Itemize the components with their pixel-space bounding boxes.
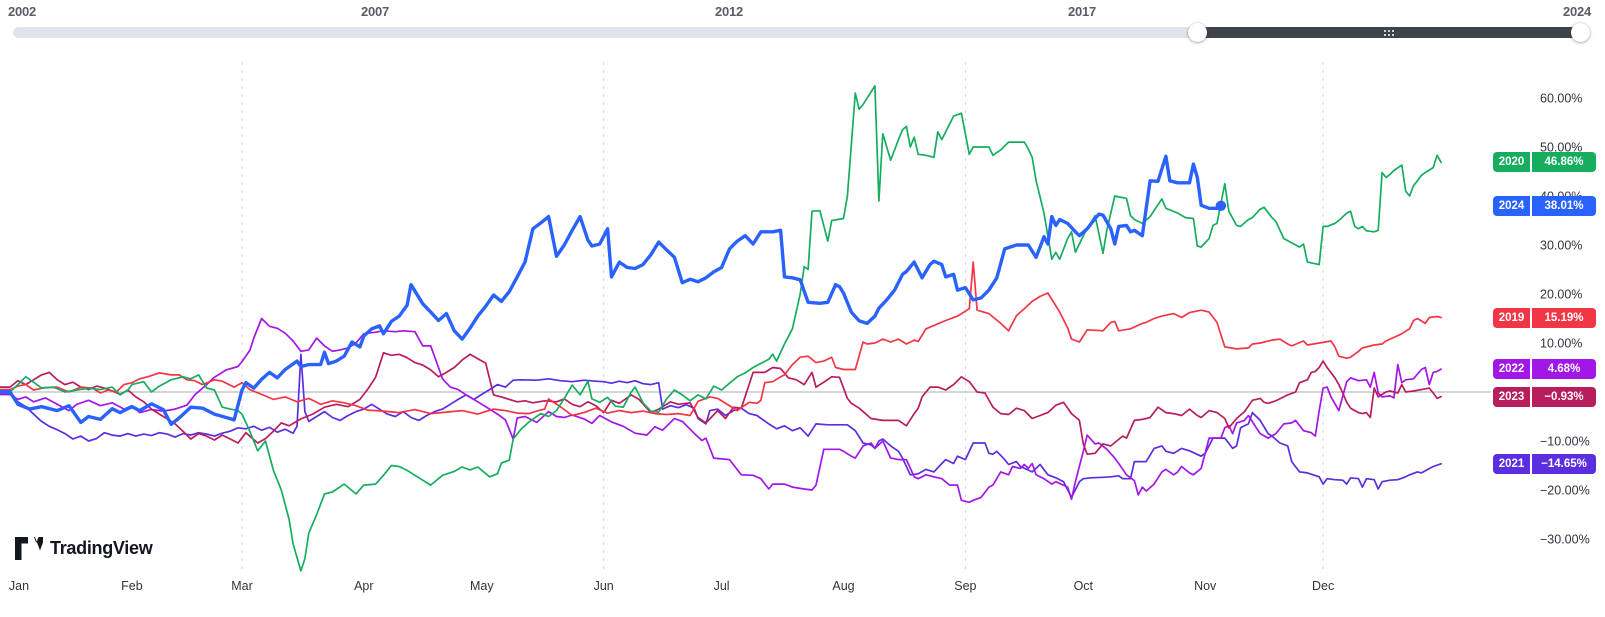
- x-axis-label-nov: Nov: [1194, 579, 1217, 593]
- x-axis-label-jul: Jul: [714, 579, 730, 593]
- series-line-2024[interactable]: [0, 154, 1223, 426]
- x-axis-label-jan: Jan: [9, 579, 29, 593]
- x-axis-label-apr: Apr: [354, 579, 373, 593]
- timeline-track[interactable]: [13, 23, 1590, 42]
- x-axis-label-jun: Jun: [594, 579, 614, 593]
- y-axis-label--10: −10.00%: [1540, 435, 1590, 449]
- y-axis-label--30: −30.00%: [1540, 533, 1590, 547]
- series-line-2022[interactable]: [0, 317, 1442, 504]
- badge-year-2020: 2020: [1493, 152, 1530, 172]
- badge-year-2024: 2024: [1493, 196, 1530, 216]
- timeline-year-2017: 2017: [1067, 4, 1097, 19]
- badge-2022[interactable]: 2022 4.68%: [1493, 359, 1596, 379]
- timeline-year-2007: 2007: [360, 4, 390, 19]
- timeline-year-2024: 2024: [1562, 4, 1592, 19]
- timeline-handle-right[interactable]: [1571, 23, 1590, 42]
- y-axis-label-20: 20.00%: [1540, 288, 1582, 302]
- badge-2020[interactable]: 2020 46.86%: [1493, 152, 1596, 172]
- y-axis-label-60: 60.00%: [1540, 92, 1582, 106]
- x-axis-label-mar: Mar: [231, 579, 253, 593]
- date-range-timeline: 2002 2007 2012 2017 2024: [0, 0, 1605, 48]
- timeline-year-2002: 2002: [7, 4, 37, 19]
- y-axis-label-10: 10.00%: [1540, 337, 1582, 351]
- badge-value-2022: 4.68%: [1530, 359, 1596, 379]
- tradingview-logo-icon: [15, 537, 43, 560]
- badge-year-2019: 2019: [1493, 308, 1530, 328]
- badge-year-2022: 2022: [1493, 359, 1530, 379]
- badge-value-2021: −14.65%: [1530, 454, 1596, 474]
- timeline-grip-icon[interactable]: [1384, 29, 1394, 36]
- y-axis-label-30: 30.00%: [1540, 239, 1582, 253]
- series-line-2020[interactable]: [0, 84, 1442, 572]
- x-axis-label-aug: Aug: [832, 579, 854, 593]
- badge-2023[interactable]: 2023 −0.93%: [1493, 387, 1596, 407]
- badge-value-2024: 38.01%: [1530, 196, 1596, 216]
- x-axis-label-feb: Feb: [121, 579, 143, 593]
- x-axis-label-oct: Oct: [1074, 579, 1094, 593]
- badge-2021[interactable]: 2021 −14.65%: [1493, 454, 1596, 474]
- x-axis-label-may: May: [470, 579, 494, 593]
- timeline-year-2012: 2012: [714, 4, 744, 19]
- y-axis-label--20: −20.00%: [1540, 484, 1590, 498]
- badge-2019[interactable]: 2019 15.19%: [1493, 308, 1596, 328]
- x-axis-label-dec: Dec: [1312, 579, 1334, 593]
- tradingview-wordmark: TradingView: [50, 538, 153, 558]
- timeline-handle-left[interactable]: [1188, 23, 1207, 42]
- timeline-selected-range[interactable]: [1197, 27, 1581, 38]
- badge-value-2023: −0.93%: [1530, 387, 1596, 407]
- badge-value-2020: 46.86%: [1530, 152, 1596, 172]
- y-axis-label-50: 50.00%: [1540, 141, 1582, 155]
- tradingview-logo[interactable]: TradingView: [14, 536, 153, 561]
- x-axis-label-sep: Sep: [954, 579, 976, 593]
- badge-year-2021: 2021: [1493, 454, 1530, 474]
- series-end-dot-2024: [1215, 200, 1227, 211]
- series-line-2021[interactable]: [0, 353, 1442, 499]
- badge-year-2023: 2023: [1493, 387, 1530, 407]
- badge-value-2019: 15.19%: [1530, 308, 1596, 328]
- badge-2024[interactable]: 2024 38.01%: [1493, 196, 1596, 216]
